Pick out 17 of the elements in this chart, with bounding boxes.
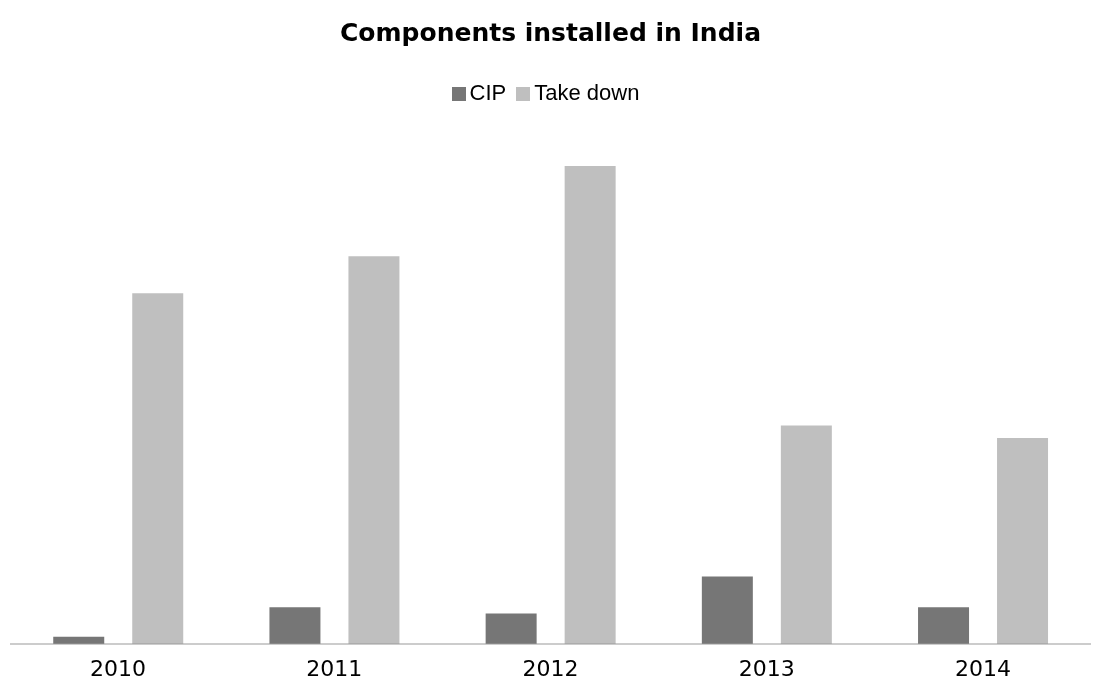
- x-tick-label: 2012: [522, 655, 579, 681]
- bar: [918, 607, 970, 644]
- x-tick-label: 2014: [954, 655, 1011, 681]
- x-tick-label: 2011: [306, 655, 363, 681]
- bar: [997, 437, 1049, 644]
- bar: [269, 607, 321, 644]
- legend-label: CIP: [469, 80, 507, 105]
- x-tick-label: 2013: [738, 655, 795, 681]
- bar: [132, 293, 184, 644]
- bar: [348, 256, 400, 644]
- bar: [701, 576, 753, 644]
- x-tick-label: 2010: [90, 655, 147, 681]
- bar: [780, 425, 832, 644]
- legend-label: Take down: [534, 80, 640, 105]
- bar: [564, 166, 616, 644]
- chart-title: Components installed in India: [339, 18, 762, 47]
- bar: [485, 613, 537, 644]
